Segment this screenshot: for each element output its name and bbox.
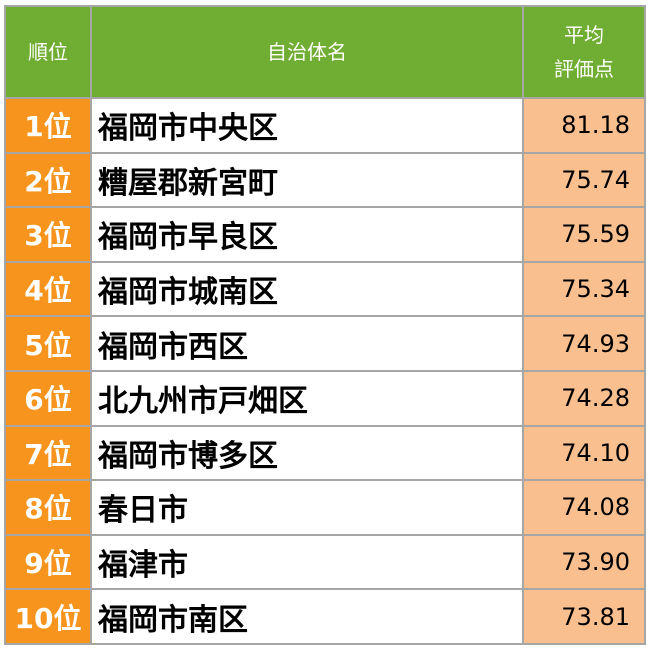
municipality-cell: 福岡市南区 (90, 588, 524, 645)
rank-cell: 9位 (4, 533, 92, 591)
municipality-cell: 福岡市早良区 (90, 206, 524, 263)
score-cell: 73.90 (522, 533, 646, 591)
municipality-cell: 北九州市戸畑区 (90, 369, 524, 427)
table-row: 6位 北九州市戸畑区 74.28 (4, 369, 646, 427)
header-score-line1: 平均 (564, 23, 604, 47)
table-row: 3位 福岡市早良区 75.59 (4, 206, 646, 263)
score-cell: 74.28 (522, 369, 646, 427)
table-row: 1位 福岡市中央区 81.18 (4, 97, 646, 154)
rank-cell: 8位 (4, 479, 92, 536)
table-row: 2位 糟屋郡新宮町 75.74 (4, 151, 646, 209)
score-cell: 74.10 (522, 424, 646, 482)
municipality-cell: 糟屋郡新宮町 (90, 151, 524, 209)
rank-cell: 1位 (4, 97, 92, 154)
municipality-cell: 福岡市博多区 (90, 424, 524, 482)
rank-cell: 6位 (4, 369, 92, 427)
table-row: 8位 春日市 74.08 (4, 479, 646, 536)
municipality-cell: 福津市 (90, 533, 524, 591)
score-cell: 73.81 (522, 588, 646, 645)
municipality-cell: 福岡市城南区 (90, 260, 524, 318)
score-cell: 75.74 (522, 151, 646, 209)
table-row: 10位 福岡市南区 73.81 (4, 588, 646, 645)
ranking-table: 順位 自治体名 平均 評価点 1位 福岡市中央区 81.18 2位 糟屋郡新宮町… (4, 5, 646, 645)
header-average-score: 平均 評価点 (522, 5, 646, 99)
header-score-line2: 評価点 (554, 57, 614, 81)
header-row: 順位 自治体名 平均 評価点 (4, 5, 646, 99)
table-row: 4位 福岡市城南区 75.34 (4, 260, 646, 318)
municipality-cell: 福岡市中央区 (90, 97, 524, 154)
rank-cell: 10位 (4, 588, 92, 645)
rank-cell: 2位 (4, 151, 92, 209)
header-municipality: 自治体名 (90, 5, 524, 99)
score-cell: 81.18 (522, 97, 646, 154)
rank-cell: 7位 (4, 424, 92, 482)
table-row: 9位 福津市 73.90 (4, 533, 646, 591)
rank-cell: 5位 (4, 315, 92, 372)
rank-cell: 4位 (4, 260, 92, 318)
score-cell: 74.93 (522, 315, 646, 372)
municipality-cell: 福岡市西区 (90, 315, 524, 372)
score-cell: 75.59 (522, 206, 646, 263)
rank-cell: 3位 (4, 206, 92, 263)
score-cell: 75.34 (522, 260, 646, 318)
municipality-cell: 春日市 (90, 479, 524, 536)
table-row: 7位 福岡市博多区 74.10 (4, 424, 646, 482)
header-rank: 順位 (4, 5, 92, 99)
score-cell: 74.08 (522, 479, 646, 536)
table-row: 5位 福岡市西区 74.93 (4, 315, 646, 372)
